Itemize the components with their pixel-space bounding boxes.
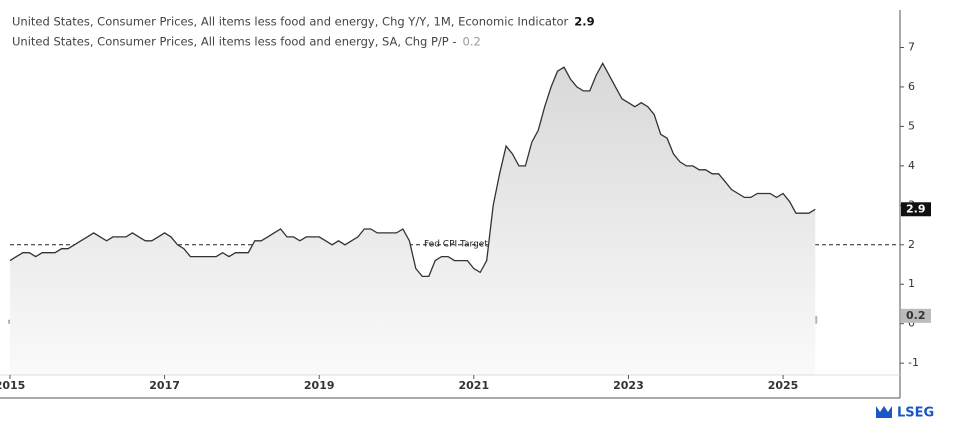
area (10, 63, 816, 375)
x-tick-label: 2023 (613, 379, 644, 392)
legend-value: 0.2 (463, 35, 481, 49)
y-tick-label: 6 (908, 80, 915, 93)
annotation: Fed CPI Target (424, 239, 488, 249)
legend-value: 2.9 (574, 15, 594, 29)
y-tick-label: 0 (908, 317, 915, 330)
y-tick-label: 1 (908, 277, 915, 290)
y-tick-label: 5 (908, 119, 915, 132)
y-tick-label: -1 (908, 356, 919, 369)
x-tick-label: 2021 (459, 379, 490, 392)
logo: LSEG (876, 406, 934, 421)
line (9, 61, 816, 278)
x-tick-label: 2015 (0, 379, 25, 392)
value-badge (901, 202, 931, 217)
legend-entry: United States, Consumer Prices, All item… (12, 35, 457, 49)
x-tick-label: 2025 (768, 379, 799, 392)
logo-text: LSEG (897, 406, 934, 421)
logo-icon (876, 406, 892, 418)
x-tick-label: 2019 (304, 379, 335, 392)
legend-entry: United States, Consumer Prices, All item… (12, 15, 569, 29)
x-tick-label: 2017 (149, 379, 180, 392)
y-tick-label: 7 (908, 40, 915, 53)
y-tick-label: 2 (908, 238, 915, 251)
value-badge-label: 2.9 (906, 202, 926, 215)
value-badge (901, 308, 931, 323)
plot-area: Fed CPI Target (8, 61, 899, 375)
y-tick-label: 4 (908, 159, 915, 172)
value-badge-label: 0.2 (906, 309, 926, 322)
